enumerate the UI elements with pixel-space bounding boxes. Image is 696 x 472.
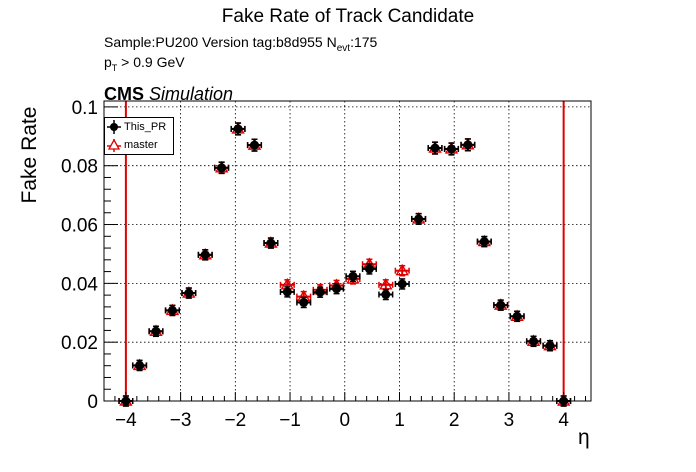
data-point-this-pr	[525, 335, 542, 348]
x-tick-label: −3	[170, 410, 192, 431]
data-point-this-pr	[296, 296, 312, 309]
data-point-this-pr	[279, 286, 295, 298]
plot-frame	[103, 100, 592, 402]
nevt-subscript: evt	[336, 42, 351, 54]
cms-logo-text: CMS	[104, 84, 144, 104]
filled-circle-marker	[348, 271, 358, 281]
x-axis-label: η	[578, 426, 590, 449]
filled-circle-marker	[496, 300, 506, 310]
filled-circle-marker	[414, 214, 424, 224]
filled-circle-marker	[315, 287, 325, 297]
data-point-this-pr	[214, 161, 230, 175]
y-tick-label: 0.1	[72, 98, 98, 119]
data-point-this-pr	[509, 310, 525, 323]
nevt-value: :175	[350, 34, 378, 50]
data-point-this-pr	[312, 286, 328, 298]
filled-circle-marker	[364, 264, 374, 274]
filled-circle-marker	[381, 290, 391, 300]
grid-lines	[104, 101, 591, 402]
open-triangle-marker	[395, 263, 409, 276]
x-tick-label: 4	[558, 410, 569, 431]
series-this-pr	[118, 122, 572, 407]
data-point-this-pr	[181, 287, 197, 299]
filled-circle-marker	[249, 140, 259, 150]
filled-circle-marker	[545, 341, 555, 351]
y-tick-label: 0	[87, 392, 98, 413]
chart-title: Fake Rate of Track Candidate	[221, 6, 475, 27]
filled-circle-marker	[397, 279, 407, 289]
filled-circle-marker	[167, 305, 177, 315]
x-tick-label: 2	[449, 410, 460, 431]
filled-circle-marker	[266, 238, 276, 248]
x-tick-label: 0	[339, 410, 350, 431]
filled-circle-marker	[217, 163, 227, 173]
pt-subscript: T	[111, 62, 118, 73]
y-tick-label: 0.02	[61, 333, 98, 354]
filled-circle-marker	[121, 396, 131, 406]
data-point-this-pr	[394, 278, 410, 290]
pt-symbol: p	[104, 54, 112, 70]
data-point-this-pr	[427, 141, 443, 155]
data-point-master	[394, 263, 410, 277]
data-point-this-pr	[263, 237, 279, 249]
y-tick-label: 0.06	[61, 216, 98, 237]
filled-circle-marker-icon	[107, 120, 121, 134]
data-point-this-pr	[230, 122, 246, 136]
data-point-this-pr	[164, 304, 180, 317]
filled-circle-marker	[184, 288, 194, 298]
data-point-this-pr	[131, 359, 148, 372]
filled-circle-marker	[463, 140, 473, 150]
y-tick-label: 0.08	[61, 157, 98, 178]
pt-threshold: > 0.9 GeV	[117, 54, 185, 70]
open-triangle-marker-icon	[107, 138, 121, 152]
y-tick-label: 0.04	[61, 274, 98, 295]
filled-circle-marker	[151, 326, 161, 336]
data-point-this-pr	[411, 212, 427, 225]
axis-tick-labels: −4 −3 −2 −1 0 1 2 3 4 0 0.02 0.04 0.06 0.08 0.1	[61, 98, 569, 431]
filled-circle-marker	[135, 360, 145, 370]
data-point-this-pr	[460, 138, 476, 152]
x-tick-label: 3	[504, 410, 515, 431]
filled-circle-marker	[200, 250, 210, 260]
x-tick-label: 1	[394, 410, 405, 431]
data-point-master	[378, 277, 394, 291]
sample-text: Sample:PU200 Version tag:b8d955 N	[104, 34, 337, 50]
legend: This_PR master	[104, 117, 174, 155]
data-point-this-pr	[378, 288, 394, 301]
legend-label-master: master	[124, 139, 158, 151]
data-point-this-pr	[118, 395, 134, 407]
cms-label: CMS Simulation	[104, 84, 233, 105]
data-point-this-pr	[246, 138, 263, 152]
simulation-label: Simulation	[149, 84, 234, 104]
x-tick-label: −2	[224, 410, 246, 431]
pt-cut: pT > 0.9 GeV	[104, 54, 185, 73]
x-tick-label: −1	[279, 410, 301, 431]
filled-circle-marker	[233, 124, 243, 134]
x-tick-label: −4	[115, 410, 137, 431]
filled-circle-marker	[559, 396, 569, 406]
filled-circle-marker	[529, 336, 539, 346]
data-point-this-pr	[328, 282, 345, 295]
filled-circle-marker	[282, 287, 292, 297]
filled-circle-marker	[512, 311, 522, 321]
legend-label-this-pr: This_PR	[124, 121, 167, 133]
data-point-this-pr	[556, 395, 572, 407]
data-point-this-pr	[476, 235, 492, 248]
filled-circle-marker	[299, 297, 309, 307]
filled-circle-marker	[446, 144, 456, 154]
filled-circle-marker	[430, 143, 440, 153]
data-point-this-pr	[345, 270, 361, 283]
data-point-this-pr	[197, 249, 213, 261]
data-point-this-pr	[493, 299, 509, 311]
data-point-this-pr	[361, 263, 377, 275]
y-axis-label: Fake Rate	[18, 106, 41, 204]
data-point-this-pr	[542, 339, 558, 352]
sample-info: Sample:PU200 Version tag:b8d955 Nevt:175	[104, 34, 377, 54]
filled-circle-marker	[332, 284, 342, 294]
filled-circle-marker	[479, 237, 489, 247]
data-point-this-pr	[443, 142, 460, 156]
data-point-this-pr	[148, 325, 164, 338]
